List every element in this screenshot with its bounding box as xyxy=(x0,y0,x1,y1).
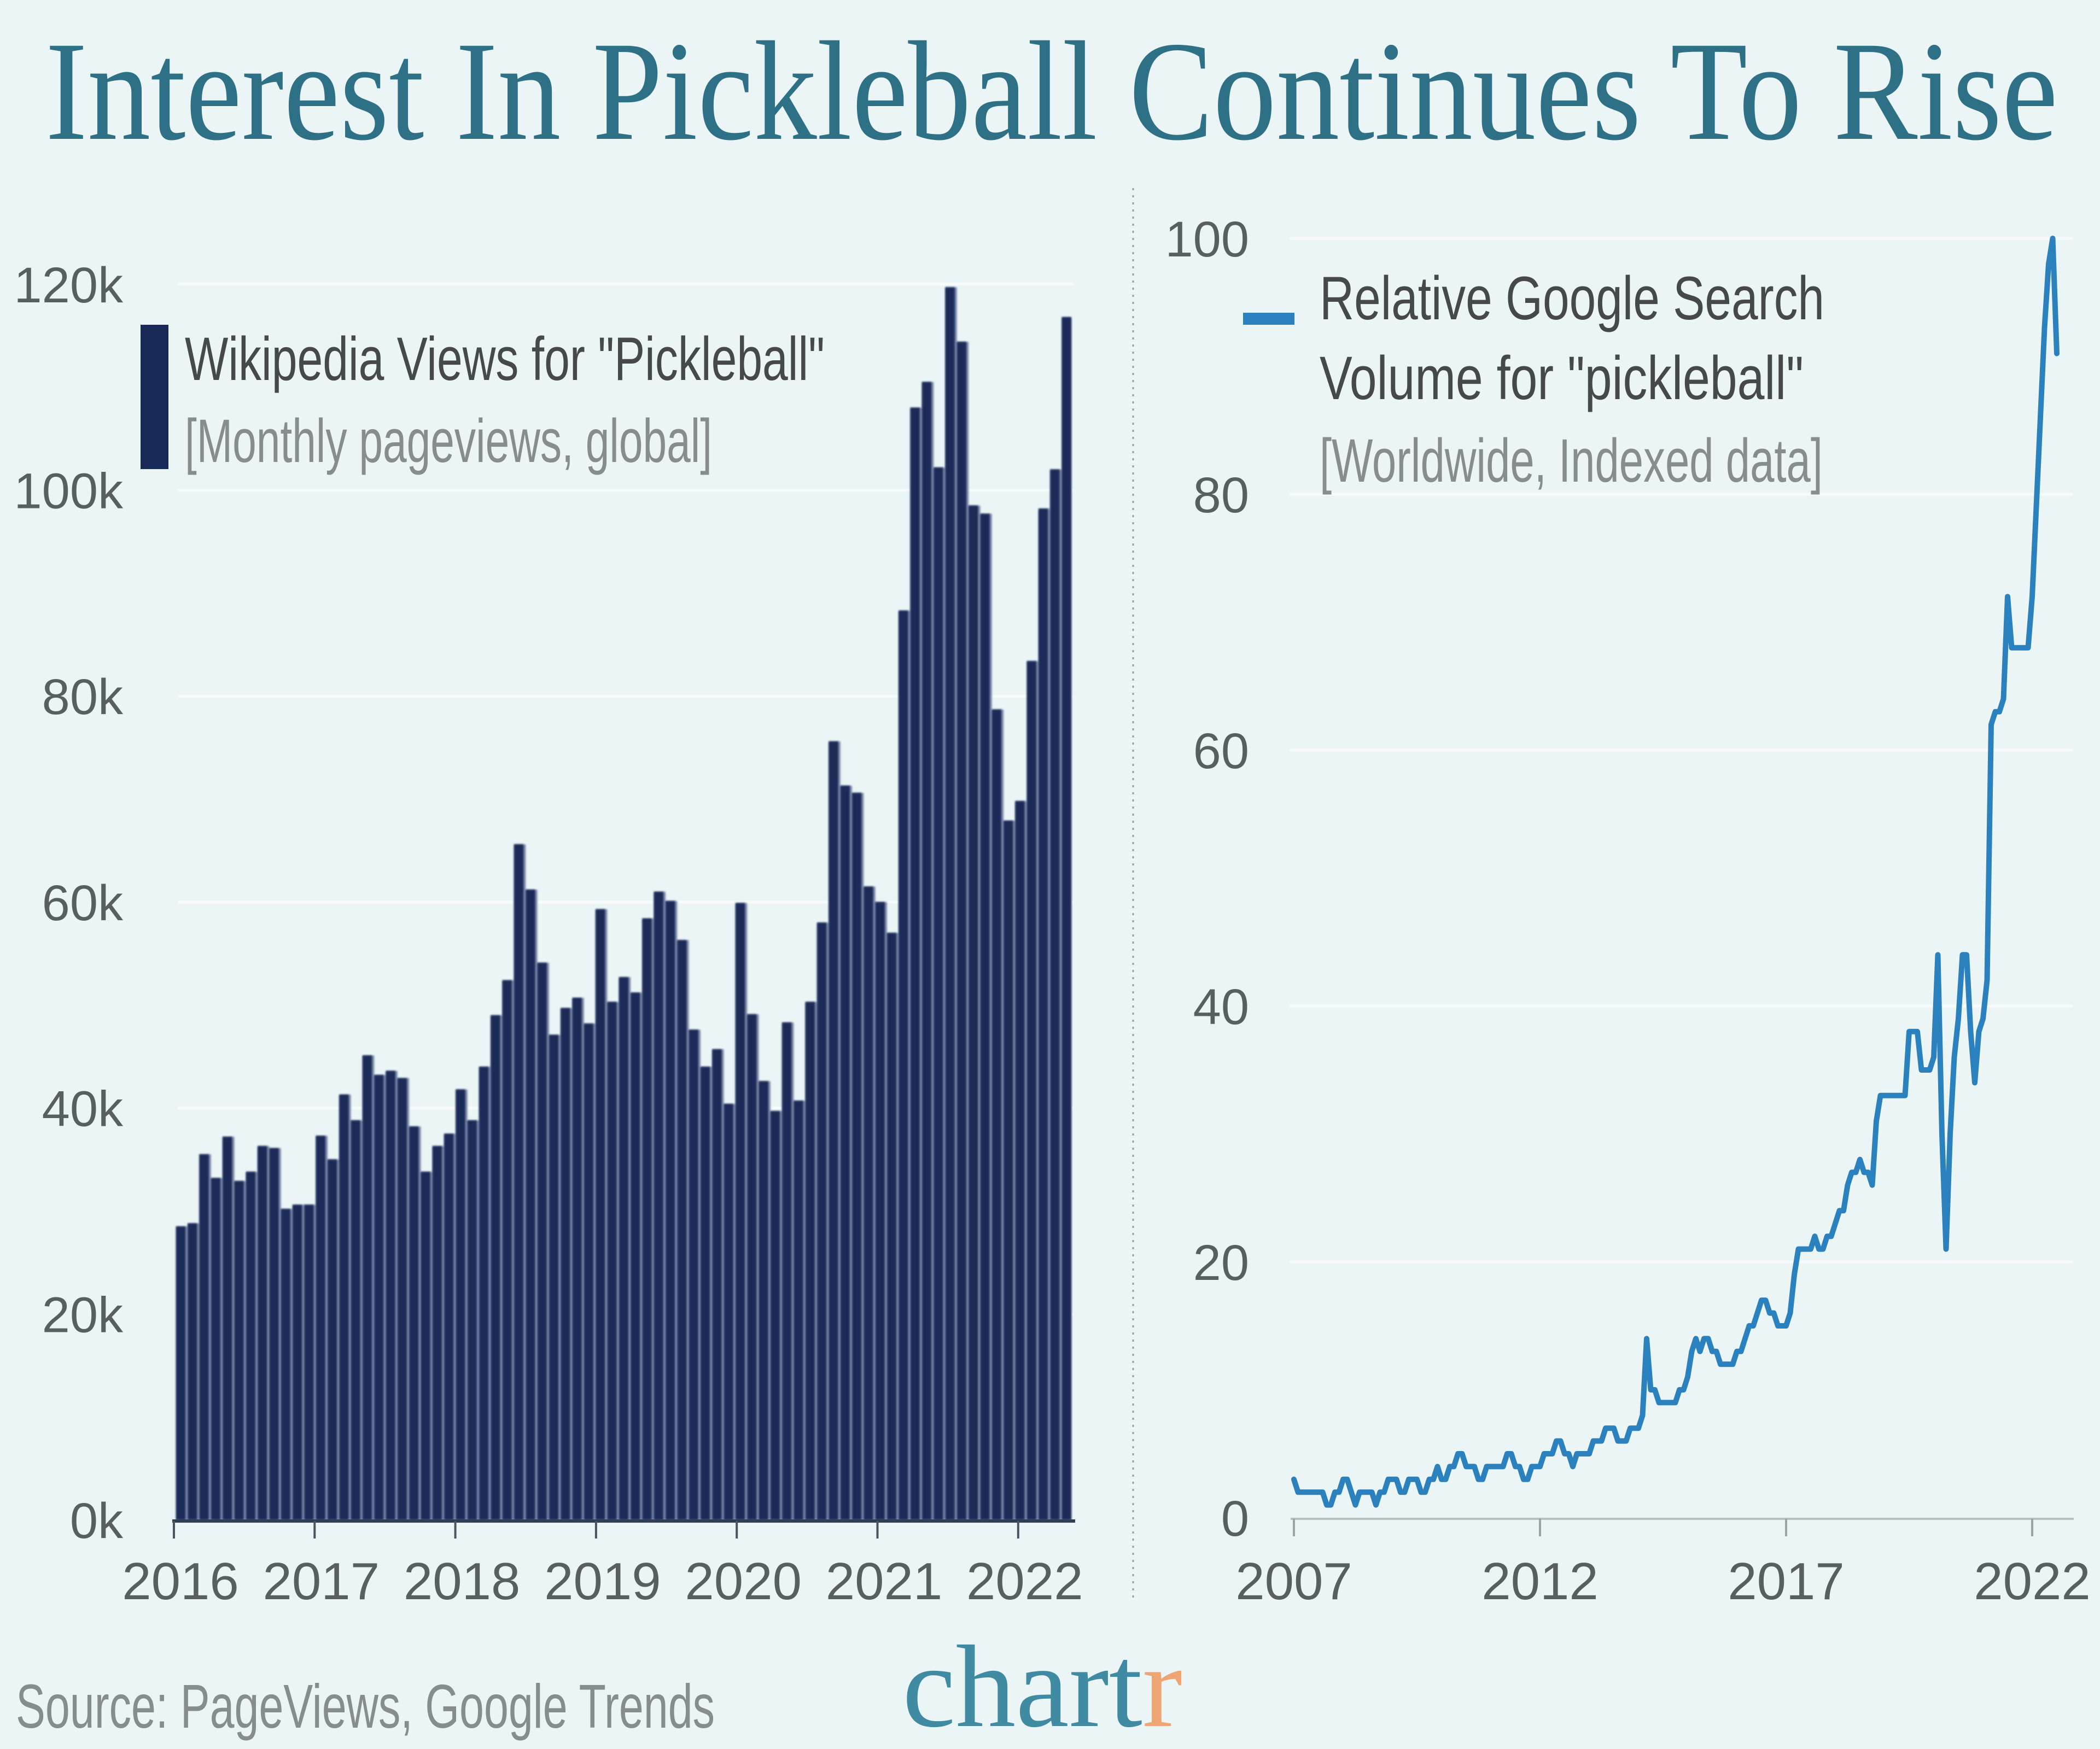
svg-text:0: 0 xyxy=(1221,1491,1249,1547)
svg-text:2020: 2020 xyxy=(685,1552,802,1611)
svg-text:Interest In Pickleball Continu: Interest In Pickleball Continues To Rise xyxy=(45,13,2058,170)
svg-text:2017: 2017 xyxy=(1728,1552,1845,1611)
svg-text:Volume for "pickleball": Volume for "pickleball" xyxy=(1320,344,1804,412)
svg-text:2007: 2007 xyxy=(1235,1552,1352,1611)
svg-text:2012: 2012 xyxy=(1481,1552,1599,1611)
svg-text:Source: PageViews, Google Tren: Source: PageViews, Google Trends xyxy=(16,1672,715,1741)
svg-text:100k: 100k xyxy=(14,464,124,519)
svg-text:20: 20 xyxy=(1193,1235,1249,1291)
svg-text:20k: 20k xyxy=(42,1287,124,1343)
svg-text:0k: 0k xyxy=(70,1493,124,1549)
svg-text:Relative Google Search: Relative Google Search xyxy=(1320,264,1824,332)
svg-text:2022: 2022 xyxy=(966,1552,1083,1611)
svg-text:40k: 40k xyxy=(42,1081,124,1137)
svg-text:100: 100 xyxy=(1165,212,1250,267)
svg-text:Wikipedia Views for "Picklebal: Wikipedia Views for "Pickleball" xyxy=(185,325,825,393)
svg-text:60: 60 xyxy=(1193,723,1249,779)
svg-text:chartr: chartr xyxy=(902,1621,1182,1749)
svg-text:120k: 120k xyxy=(14,258,124,313)
svg-text:[Worldwide, Indexed data]: [Worldwide, Indexed data] xyxy=(1320,426,1823,495)
svg-text:2018: 2018 xyxy=(404,1552,521,1611)
svg-text:40: 40 xyxy=(1193,979,1249,1035)
svg-text:2019: 2019 xyxy=(544,1552,661,1611)
svg-text:2016: 2016 xyxy=(122,1552,239,1611)
svg-text:2022: 2022 xyxy=(1974,1552,2091,1611)
svg-text:[Monthly pageviews, global]: [Monthly pageviews, global] xyxy=(185,407,712,475)
svg-text:2017: 2017 xyxy=(263,1552,380,1611)
svg-text:60k: 60k xyxy=(42,875,124,931)
svg-text:2021: 2021 xyxy=(826,1552,943,1611)
svg-text:80: 80 xyxy=(1193,467,1249,523)
svg-text:80k: 80k xyxy=(42,669,124,725)
